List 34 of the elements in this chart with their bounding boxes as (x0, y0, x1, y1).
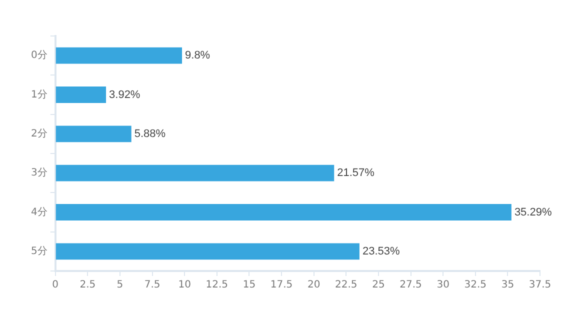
y-tick-label: 3分 (30, 166, 48, 179)
x-tick-label: 20 (307, 280, 320, 291)
x-tick-label: 27.5 (400, 280, 422, 291)
x-tick-label: 10 (178, 280, 191, 291)
y-tick-label: 5分 (30, 245, 48, 258)
x-tick-label: 2.5 (80, 280, 96, 291)
x-tick-label: 15 (242, 280, 256, 291)
bar (56, 243, 360, 260)
data-label: 9.8% (185, 50, 210, 62)
x-tick-label: 37.5 (528, 280, 552, 291)
x-tick-label: 7.5 (144, 280, 160, 291)
x-tick-label: 22.5 (335, 280, 358, 291)
y-tick-label: 4分 (30, 206, 48, 218)
x-tick-label: 5 (116, 280, 124, 291)
x-tick-label: 0 (52, 280, 59, 291)
y-tick-label: 1分 (30, 88, 48, 100)
bar (56, 164, 334, 182)
y-tick-label: 2分 (30, 128, 48, 140)
bar (56, 47, 182, 64)
x-tick-label: 17.5 (270, 280, 293, 291)
data-label: 35.29% (514, 206, 552, 218)
x-tick-label: 30 (436, 280, 450, 291)
data-label: 23.53% (362, 245, 400, 258)
data-label: 3.92% (109, 88, 140, 101)
data-label: 5.88% (134, 128, 166, 140)
bar (56, 204, 512, 220)
bar (56, 86, 106, 103)
bar (56, 126, 132, 142)
x-tick-label: 12.5 (206, 280, 228, 291)
x-tick-label: 32.5 (464, 280, 487, 291)
y-tick-label: 0分 (30, 49, 48, 62)
data-label: 21.57% (337, 167, 375, 180)
x-tick-label: 35 (501, 280, 514, 291)
x-tick-label: 25 (372, 280, 385, 291)
